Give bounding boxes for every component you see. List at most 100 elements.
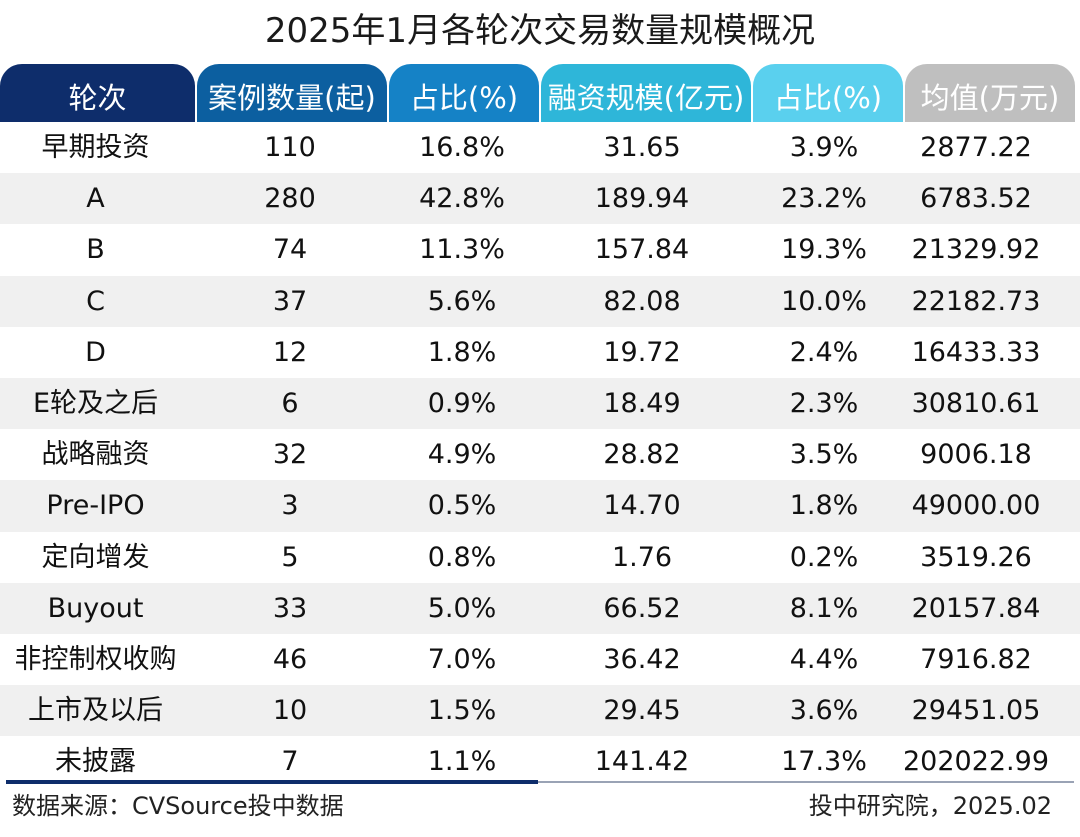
row-label: Pre-IPO bbox=[46, 490, 145, 522]
table-cell: 21329.92 bbox=[911, 234, 1041, 266]
source-note: 数据来源：CVSource投中数据 bbox=[12, 792, 344, 820]
table-cell: 7 bbox=[281, 746, 299, 778]
table-cell: 10.0% bbox=[781, 285, 867, 317]
table-cell: 82.08 bbox=[603, 285, 681, 317]
table-cell: 18.49 bbox=[603, 387, 681, 419]
table-cell: 110 bbox=[264, 132, 316, 163]
table-cell: 1.8% bbox=[427, 336, 497, 368]
table-cell: 33 bbox=[272, 592, 308, 624]
table-cell: 8.1% bbox=[789, 592, 859, 624]
row-label: 早期投资 bbox=[41, 132, 150, 163]
row-label: 上市及以后 bbox=[28, 695, 163, 727]
row-label: 战略融资 bbox=[41, 439, 150, 471]
table-cell: 6 bbox=[281, 387, 299, 419]
table-row: Buyout 33 5.0% 66.52 8.1% 20157.84 bbox=[0, 582, 1080, 634]
table-row: A 280 42.8% 189.94 23.2% 6783.52 bbox=[0, 173, 1080, 225]
table-cell: 37 bbox=[272, 285, 308, 317]
table-cell: 1.8% bbox=[789, 490, 859, 522]
table-cell: 29.45 bbox=[603, 695, 681, 727]
table-cell: 5 bbox=[281, 541, 299, 573]
table-cell: 2877.22 bbox=[920, 132, 1032, 163]
table-row: E轮及之后 6 0.9% 18.49 2.3% 30810.61 bbox=[0, 377, 1080, 430]
table-cell: 5.0% bbox=[427, 592, 497, 624]
table-row: 早期投资 110 16.8% 31.65 3.9% 2877.22 bbox=[0, 122, 1080, 173]
table-cell: 22182.73 bbox=[911, 285, 1041, 317]
column-header-5: 占比(%) bbox=[753, 64, 903, 122]
table-cell: 202022.99 bbox=[902, 746, 1049, 778]
table-cell: 20157.84 bbox=[911, 592, 1041, 624]
table-cell: 19.3% bbox=[781, 234, 867, 266]
table-cell: 4.4% bbox=[789, 643, 859, 675]
table-row: B 74 11.3% 157.84 19.3% 21329.92 bbox=[0, 224, 1080, 275]
row-label: 未披露 bbox=[55, 746, 136, 778]
row-label: C bbox=[86, 285, 105, 317]
table-row: 上市及以后 10 1.5% 29.45 3.6% 29451.05 bbox=[0, 685, 1080, 737]
row-label: B bbox=[86, 234, 105, 266]
table-row: Pre-IPO 3 0.5% 14.70 1.8% 49000.00 bbox=[0, 480, 1080, 532]
table-header: 轮次 案例数量(起) 占比(%) 融资规模(亿元) 占比(%) 均值(万元) bbox=[0, 64, 1080, 122]
table-cell: 30810.61 bbox=[911, 387, 1041, 419]
table-cell: 23.2% bbox=[781, 183, 867, 215]
table-cell: 32 bbox=[272, 439, 308, 471]
table-cell: 12 bbox=[272, 336, 308, 368]
table-cell: 17.3% bbox=[781, 746, 867, 778]
table-cell: 9006.18 bbox=[920, 439, 1032, 471]
table-cell: 31.65 bbox=[603, 132, 681, 163]
table-cell: 0.8% bbox=[427, 541, 497, 573]
table-cell: 157.84 bbox=[594, 234, 690, 266]
table-cell: 29451.05 bbox=[911, 695, 1041, 727]
table-cell: 49000.00 bbox=[911, 490, 1041, 522]
table-row: 战略融资 32 4.9% 28.82 3.5% 9006.18 bbox=[0, 429, 1080, 480]
table-cell: 2.3% bbox=[789, 387, 859, 419]
table-cell: 0.9% bbox=[427, 387, 497, 419]
table-cell: 189.94 bbox=[594, 183, 690, 215]
row-label: D bbox=[85, 336, 106, 368]
table-cell: 3.9% bbox=[789, 132, 859, 163]
column-header-2: 案例数量(起) bbox=[197, 64, 387, 122]
table-cell: 46 bbox=[272, 643, 308, 675]
table-cell: 3.5% bbox=[789, 439, 859, 471]
table-row: D 12 1.8% 19.72 2.4% 16433.33 bbox=[0, 327, 1080, 378]
table-cell: 141.42 bbox=[594, 746, 690, 778]
table-row: 定向增发 5 0.8% 1.76 0.2% 3519.26 bbox=[0, 532, 1080, 583]
table-cell: 16.8% bbox=[419, 132, 505, 163]
table-row: C 37 5.6% 82.08 10.0% 22182.73 bbox=[0, 275, 1080, 327]
table-cell: 4.9% bbox=[427, 439, 497, 471]
table-body: 早期投资 110 16.8% 31.65 3.9% 2877.22 A 280 42.8% 189… bbox=[0, 122, 1080, 787]
table-cell: 11.3% bbox=[419, 234, 505, 266]
table-cell: 7.0% bbox=[427, 643, 497, 675]
row-label: 定向增发 bbox=[41, 541, 150, 573]
table-row: 未披露 7 1.1% 141.42 17.3% 202022.99 bbox=[0, 736, 1080, 787]
table-cell: 36.42 bbox=[603, 643, 681, 675]
column-header-4: 融资规模(亿元) bbox=[541, 64, 751, 122]
table-cell: 2.4% bbox=[789, 336, 859, 368]
table-cell: 3.6% bbox=[789, 695, 859, 727]
row-label: 非控制权收购 bbox=[14, 643, 177, 675]
table-cell: 0.2% bbox=[789, 541, 859, 573]
table-cell: 3 bbox=[281, 490, 299, 522]
publisher-credit: 投中研究院，2025.02 bbox=[808, 792, 1052, 820]
table-cell: 74 bbox=[272, 234, 308, 266]
table-title: 2025年1月各轮次交易数量规模概况 bbox=[264, 11, 816, 51]
table-cell: 3519.26 bbox=[920, 541, 1032, 573]
table-cell: 5.6% bbox=[427, 285, 497, 317]
table-cell: 16433.33 bbox=[911, 336, 1041, 368]
footer-divider-accent bbox=[6, 780, 538, 784]
table-cell: 19.72 bbox=[603, 336, 681, 368]
table-cell: 10 bbox=[272, 695, 308, 727]
table-cell: 14.70 bbox=[603, 490, 681, 522]
row-label: A bbox=[86, 183, 105, 215]
table-cell: 0.5% bbox=[427, 490, 497, 522]
table-cell: 28.82 bbox=[603, 439, 681, 471]
table-cell: 66.52 bbox=[603, 592, 681, 624]
table-cell: 6783.52 bbox=[920, 183, 1032, 215]
footer-divider bbox=[538, 781, 1074, 783]
table-cell: 7916.82 bbox=[920, 643, 1032, 675]
column-header-3: 占比(%) bbox=[389, 64, 539, 122]
column-header-6: 均值(万元) bbox=[905, 64, 1075, 122]
table-cell: 42.8% bbox=[419, 183, 505, 215]
table-cell: 1.76 bbox=[611, 541, 673, 573]
column-header-1: 轮次 bbox=[0, 64, 195, 122]
row-label: E轮及之后 bbox=[32, 387, 159, 419]
table-cell: 1.1% bbox=[427, 746, 497, 778]
